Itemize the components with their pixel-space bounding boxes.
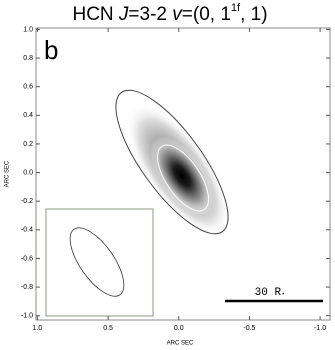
title-part: v bbox=[172, 4, 183, 25]
title-part: =3-2 bbox=[128, 4, 172, 25]
panel-label: b bbox=[44, 35, 58, 65]
y-tick-label: 0.0 bbox=[23, 169, 33, 176]
outer-contour bbox=[115, 89, 229, 235]
y-tick-label: -0.8 bbox=[21, 284, 33, 291]
y-tick-label: -0.4 bbox=[21, 227, 33, 234]
beam-ellipse bbox=[69, 227, 125, 297]
scale-number: 30 bbox=[255, 287, 268, 299]
y-tick-label: 0.6 bbox=[23, 84, 33, 91]
title-part: =(0, 1 bbox=[182, 4, 231, 25]
y-tick-label: 1.0 bbox=[23, 26, 33, 33]
inner-contour bbox=[157, 144, 209, 212]
x-tick-label: -1.0 bbox=[314, 325, 326, 332]
chart-title: HCN J=3-2 v=(0, 11f, 1) bbox=[72, 2, 267, 25]
x-axis-label: ARC SEC bbox=[167, 341, 194, 347]
title-part: , 1) bbox=[240, 4, 267, 25]
title-part: HCN bbox=[72, 4, 118, 25]
x-tick-label: -0.5 bbox=[243, 325, 255, 332]
y-tick-label: 0.8 bbox=[23, 55, 33, 62]
emission-image bbox=[126, 103, 230, 237]
beam-inset bbox=[45, 208, 154, 317]
y-tick-label: 0.4 bbox=[23, 112, 33, 119]
y-tick-label: -0.6 bbox=[21, 255, 33, 262]
title-part: J bbox=[118, 4, 129, 25]
x-tick-label: 1.0 bbox=[33, 325, 43, 332]
y-tick-label: -1.0 bbox=[21, 313, 33, 320]
y-tick-label: -0.2 bbox=[21, 198, 33, 205]
scale-bar-label: 30 R⋆ bbox=[255, 287, 286, 299]
y-axis-label: ARC SEC bbox=[5, 160, 11, 187]
scale-unit: R bbox=[274, 287, 281, 299]
x-tick-label: 0.0 bbox=[174, 325, 184, 332]
x-tick-label: 0.5 bbox=[103, 325, 113, 332]
scale-sub: ⋆ bbox=[281, 291, 285, 299]
y-tick-label: 0.2 bbox=[23, 141, 33, 148]
title-part: 1f bbox=[231, 2, 241, 14]
